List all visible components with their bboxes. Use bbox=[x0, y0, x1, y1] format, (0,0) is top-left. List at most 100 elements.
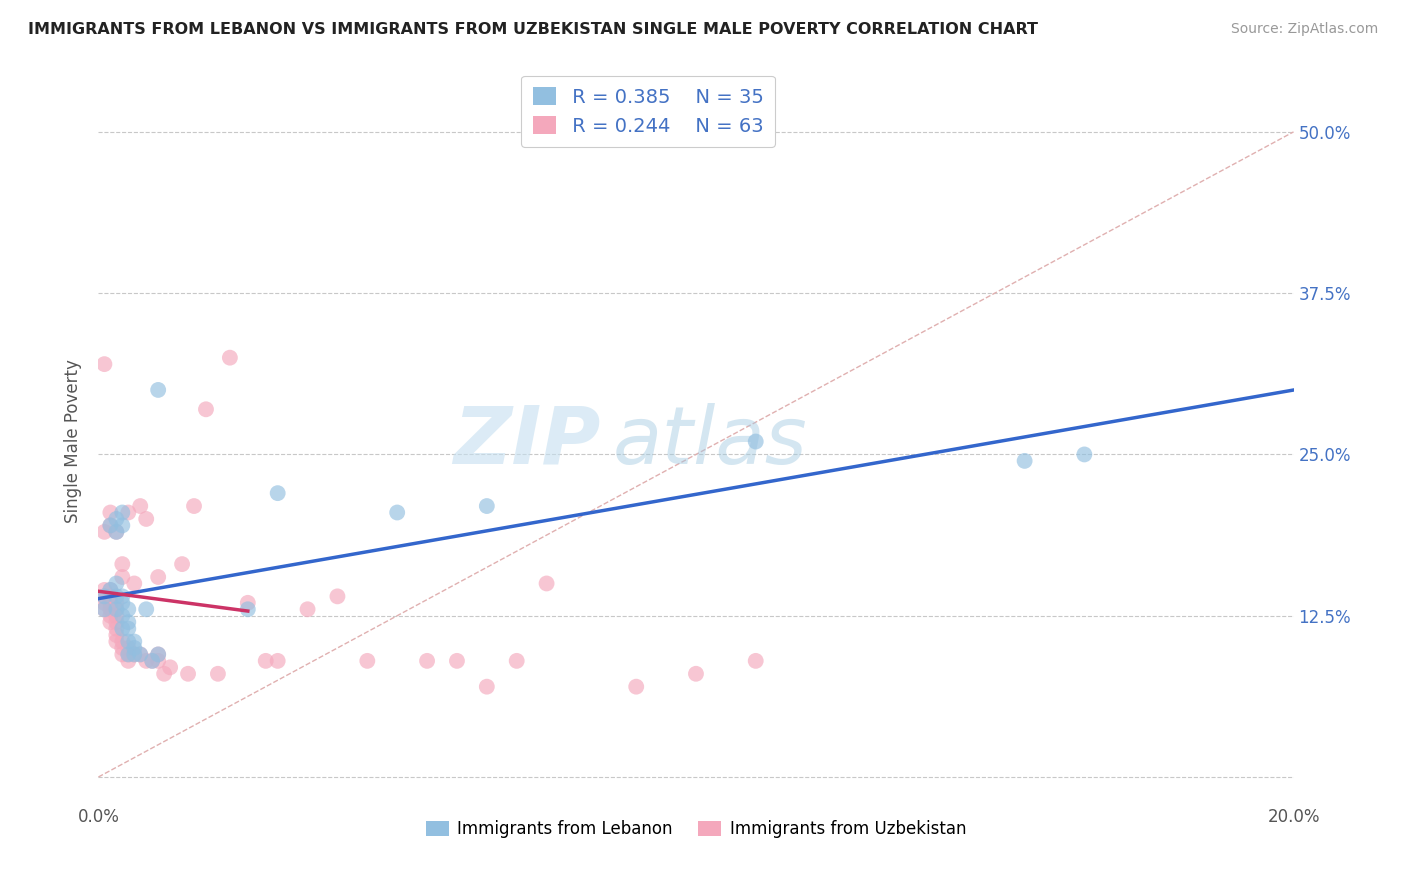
Point bbox=[267, 654, 290, 668]
Point bbox=[117, 648, 139, 662]
Point bbox=[98, 615, 122, 630]
Point bbox=[124, 648, 146, 662]
Point bbox=[111, 590, 134, 604]
Point bbox=[111, 557, 134, 571]
Point bbox=[129, 499, 152, 513]
Text: ZIP: ZIP bbox=[453, 402, 600, 481]
Point bbox=[98, 582, 122, 597]
Point bbox=[111, 648, 134, 662]
Point bbox=[105, 524, 128, 539]
Point bbox=[159, 660, 181, 674]
Point bbox=[105, 576, 128, 591]
Point bbox=[98, 518, 122, 533]
Point bbox=[416, 654, 439, 668]
Point bbox=[105, 602, 128, 616]
Point bbox=[111, 608, 134, 623]
Point bbox=[745, 654, 768, 668]
Point bbox=[98, 608, 122, 623]
Point bbox=[326, 590, 349, 604]
Point bbox=[111, 622, 134, 636]
Point bbox=[105, 590, 128, 604]
Point bbox=[117, 602, 139, 616]
Point bbox=[111, 506, 134, 520]
Point bbox=[105, 524, 128, 539]
Point bbox=[236, 602, 259, 616]
Point bbox=[93, 590, 115, 604]
Point bbox=[105, 596, 128, 610]
Text: atlas: atlas bbox=[613, 402, 807, 481]
Point bbox=[93, 357, 115, 371]
Y-axis label: Single Male Poverty: Single Male Poverty bbox=[65, 359, 83, 524]
Point bbox=[685, 666, 707, 681]
Point bbox=[267, 486, 290, 500]
Point bbox=[385, 506, 409, 520]
Point bbox=[93, 582, 115, 597]
Point bbox=[111, 518, 134, 533]
Point bbox=[93, 602, 115, 616]
Text: Source: ZipAtlas.com: Source: ZipAtlas.com bbox=[1230, 22, 1378, 37]
Point bbox=[129, 648, 152, 662]
Point bbox=[93, 590, 115, 604]
Point bbox=[111, 570, 134, 584]
Point bbox=[141, 654, 163, 668]
Point bbox=[148, 648, 170, 662]
Point bbox=[98, 582, 122, 597]
Point bbox=[124, 640, 146, 655]
Point bbox=[105, 622, 128, 636]
Point bbox=[356, 654, 378, 668]
Point bbox=[148, 383, 170, 397]
Point bbox=[105, 512, 128, 526]
Point bbox=[183, 499, 205, 513]
Point bbox=[98, 602, 122, 616]
Point bbox=[135, 512, 157, 526]
Point bbox=[105, 628, 128, 642]
Point bbox=[236, 596, 259, 610]
Point bbox=[98, 596, 122, 610]
Point bbox=[111, 596, 134, 610]
Point bbox=[129, 648, 152, 662]
Legend: Immigrants from Lebanon, Immigrants from Uzbekistan: Immigrants from Lebanon, Immigrants from… bbox=[419, 814, 973, 845]
Point bbox=[219, 351, 242, 365]
Point bbox=[98, 590, 122, 604]
Point bbox=[105, 615, 128, 630]
Point bbox=[117, 654, 139, 668]
Point bbox=[148, 648, 170, 662]
Point bbox=[141, 654, 163, 668]
Point bbox=[745, 434, 768, 449]
Point bbox=[254, 654, 277, 668]
Point bbox=[177, 666, 200, 681]
Point bbox=[172, 557, 194, 571]
Point bbox=[148, 654, 170, 668]
Point bbox=[117, 622, 139, 636]
Point bbox=[111, 640, 134, 655]
Point bbox=[124, 576, 146, 591]
Point bbox=[124, 634, 146, 648]
Point bbox=[111, 634, 134, 648]
Point bbox=[297, 602, 319, 616]
Point bbox=[93, 602, 115, 616]
Point bbox=[536, 576, 558, 591]
Point bbox=[93, 596, 115, 610]
Point bbox=[506, 654, 529, 668]
Point bbox=[626, 680, 648, 694]
Point bbox=[195, 402, 218, 417]
Point bbox=[117, 615, 139, 630]
Text: IMMIGRANTS FROM LEBANON VS IMMIGRANTS FROM UZBEKISTAN SINGLE MALE POVERTY CORREL: IMMIGRANTS FROM LEBANON VS IMMIGRANTS FR… bbox=[28, 22, 1038, 37]
Point bbox=[446, 654, 468, 668]
Point bbox=[135, 654, 157, 668]
Point bbox=[117, 634, 139, 648]
Point bbox=[475, 499, 498, 513]
Point bbox=[93, 524, 115, 539]
Point bbox=[153, 666, 176, 681]
Point bbox=[124, 648, 146, 662]
Point bbox=[117, 648, 139, 662]
Point bbox=[475, 680, 498, 694]
Point bbox=[1014, 454, 1036, 468]
Point bbox=[148, 570, 170, 584]
Point bbox=[135, 602, 157, 616]
Point bbox=[117, 506, 139, 520]
Point bbox=[207, 666, 229, 681]
Point bbox=[98, 518, 122, 533]
Point bbox=[105, 602, 128, 616]
Point bbox=[98, 506, 122, 520]
